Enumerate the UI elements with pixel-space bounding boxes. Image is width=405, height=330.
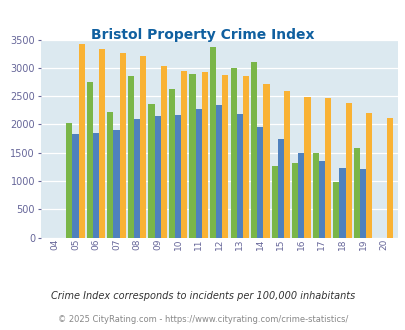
Bar <box>175 115 181 238</box>
Bar <box>140 56 146 238</box>
Bar <box>312 153 318 238</box>
Bar <box>72 134 79 238</box>
Bar <box>263 84 269 238</box>
Bar <box>353 148 359 238</box>
Bar <box>154 116 160 238</box>
Bar <box>236 114 242 238</box>
Bar <box>128 76 134 238</box>
Bar <box>215 105 222 238</box>
Bar <box>168 89 175 238</box>
Bar <box>189 74 195 238</box>
Bar <box>209 47 215 238</box>
Bar <box>359 169 365 238</box>
Bar <box>99 49 105 238</box>
Bar <box>113 130 119 238</box>
Bar <box>250 62 257 238</box>
Bar <box>333 182 339 238</box>
Bar <box>66 123 72 238</box>
Bar <box>160 66 166 238</box>
Bar <box>222 75 228 238</box>
Bar <box>271 166 277 238</box>
Bar <box>277 139 283 238</box>
Bar <box>318 161 324 238</box>
Bar <box>119 53 126 238</box>
Bar <box>257 127 263 238</box>
Text: Crime Index corresponds to incidents per 100,000 inhabitants: Crime Index corresponds to incidents per… <box>51 291 354 301</box>
Bar <box>181 71 187 238</box>
Text: © 2025 CityRating.com - https://www.cityrating.com/crime-statistics/: © 2025 CityRating.com - https://www.city… <box>58 315 347 324</box>
Bar <box>345 103 351 238</box>
Bar <box>230 68 236 238</box>
Bar <box>365 113 371 238</box>
Bar <box>386 118 392 238</box>
Bar <box>87 82 93 238</box>
Bar <box>79 44 85 238</box>
Bar <box>195 109 201 238</box>
Bar <box>107 112 113 238</box>
Bar <box>201 72 207 238</box>
Bar <box>283 91 289 238</box>
Bar <box>242 76 248 238</box>
Bar <box>148 104 154 238</box>
Bar <box>298 153 304 238</box>
Bar <box>93 133 99 238</box>
Bar <box>134 119 140 238</box>
Bar <box>339 168 345 238</box>
Bar <box>324 98 330 238</box>
Text: Bristol Property Crime Index: Bristol Property Crime Index <box>91 28 314 42</box>
Bar <box>292 163 298 238</box>
Bar <box>304 97 310 238</box>
